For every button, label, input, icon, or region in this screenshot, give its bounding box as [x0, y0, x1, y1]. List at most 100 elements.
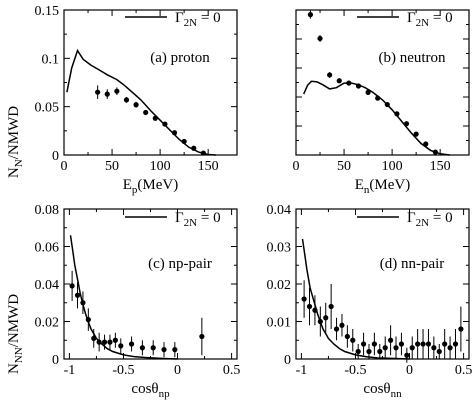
x-axis-label-main: E	[355, 177, 364, 193]
data-point	[425, 341, 432, 347]
data-point	[398, 341, 405, 347]
x-tick-label: 0	[174, 363, 181, 378]
legend-label: Γ2N = 0	[175, 210, 221, 229]
x-tick-label: 50	[337, 159, 351, 174]
legend-value: = 0	[197, 10, 220, 26]
data-point	[365, 89, 371, 95]
data-point	[375, 95, 381, 101]
data-point	[458, 326, 464, 332]
data-point	[161, 347, 167, 353]
x-tick-label: 150	[430, 159, 451, 174]
panel-c: -1 -0.5 0 0.5 0 0.02 0.04 0.06 0.08 Γ2N = 0 (c) np…	[35, 203, 241, 400]
data-point	[200, 150, 206, 156]
data-point	[123, 97, 130, 103]
data-point	[128, 341, 135, 347]
data-point	[344, 333, 350, 340]
y-tick-label: 0.08	[35, 203, 60, 218]
data-point	[413, 131, 419, 137]
x-axis-label-sub: n	[364, 184, 370, 196]
data-point	[355, 83, 362, 89]
series-line	[69, 235, 178, 360]
x-tick-label: 0	[406, 363, 413, 378]
y-tick-label: 0	[52, 353, 59, 368]
series-line	[301, 238, 410, 360]
panel-label: (a) proton	[150, 50, 210, 66]
legend-value: = 0	[429, 10, 452, 26]
y-axis-label-bottom: NNN/NMWD	[6, 294, 25, 374]
legend-symbol: Γ	[407, 10, 416, 26]
data-point	[199, 333, 205, 340]
panel-b: 0 50 100 150 Γ2N = 0 (b) neutron En(MeV)	[293, 9, 470, 196]
data-point	[442, 341, 448, 347]
data-point	[382, 345, 388, 351]
y-tick-label: 0.03	[267, 241, 292, 256]
x-tick-label: -0.5	[344, 363, 366, 378]
y-tick-label: 0.04	[267, 203, 292, 218]
data-point	[431, 345, 437, 351]
data-point	[96, 339, 102, 345]
legend-subscript: 2N	[416, 217, 430, 229]
data-point	[143, 109, 149, 116]
data-point	[191, 145, 197, 151]
y-axis-label-top: NN/NMWD	[6, 106, 25, 178]
data-point	[104, 91, 110, 97]
x-tick-label: 0	[61, 159, 68, 174]
x-axis-label-main: E	[123, 177, 132, 193]
x-axis-label-sub: np	[159, 388, 171, 400]
x-axis-label-sub: p	[132, 184, 138, 196]
y-tick-label: 0.05	[35, 101, 60, 116]
series-line	[303, 80, 450, 156]
x-tick-label: 0	[293, 159, 300, 174]
x-axis-label-sub: nn	[391, 388, 403, 400]
x-tick-label: 100	[382, 159, 403, 174]
data-point	[328, 303, 334, 310]
data-point	[114, 88, 120, 94]
y-tick-label: 0.06	[35, 241, 60, 256]
legend-symbol: Γ	[175, 210, 184, 226]
y-tick-label: 0	[52, 149, 59, 164]
data-point	[312, 307, 318, 313]
data-point	[415, 341, 421, 347]
x-tick-label: -1	[296, 363, 308, 378]
x-axis-label-main: cosθ	[131, 381, 158, 397]
plot-frame	[295, 208, 470, 360]
legend-subscript: 2N	[416, 17, 430, 29]
y-tick-label: 0.15	[35, 4, 60, 19]
x-tick-label: 0.5	[223, 363, 241, 378]
legend-subscript: 2N	[184, 17, 198, 29]
data-point	[360, 341, 367, 347]
panel-d: -1 -0.5 0 0.5 0 0.01 0.02 0.03 0.04 Γ2N = 0 (d) nn…	[267, 203, 473, 400]
legend-label: Γ2N = 0	[407, 10, 453, 29]
legend-value: = 0	[429, 210, 452, 226]
data-point	[377, 348, 383, 355]
data-point	[333, 326, 340, 332]
x-axis-label: cosθnn	[363, 381, 402, 400]
data-point	[107, 339, 113, 345]
data-point	[432, 149, 438, 155]
x-tick-label: -0.5	[112, 363, 134, 378]
data-point	[394, 111, 400, 117]
legend-symbol: Γ	[407, 210, 416, 226]
x-tick-label: 50	[105, 159, 119, 174]
data-point	[139, 345, 145, 351]
panel-a: 0 50 100 150 0 0.05 0.1 0.15 Γ2N = 0 (a) proton Ep…	[35, 4, 238, 196]
y-tick-label: 0.02	[35, 316, 60, 331]
data-point	[420, 341, 426, 347]
panel-label: (c) np-pair	[148, 256, 212, 272]
x-tick-label: 100	[150, 159, 171, 174]
data-point	[74, 292, 81, 298]
data-point	[350, 337, 356, 343]
data-point	[112, 337, 118, 343]
data-point	[95, 89, 101, 95]
x-axis-label: Ep(MeV)	[123, 177, 179, 196]
data-point	[339, 322, 345, 328]
plot-frame	[63, 208, 238, 360]
data-point	[323, 315, 329, 321]
x-tick-label: 150	[198, 159, 219, 174]
data-point	[452, 341, 459, 347]
data-point	[91, 335, 97, 341]
panel-label: (d) nn-pair	[380, 256, 445, 272]
data-point	[447, 345, 453, 351]
data-point	[152, 115, 158, 121]
data-point	[172, 347, 178, 353]
